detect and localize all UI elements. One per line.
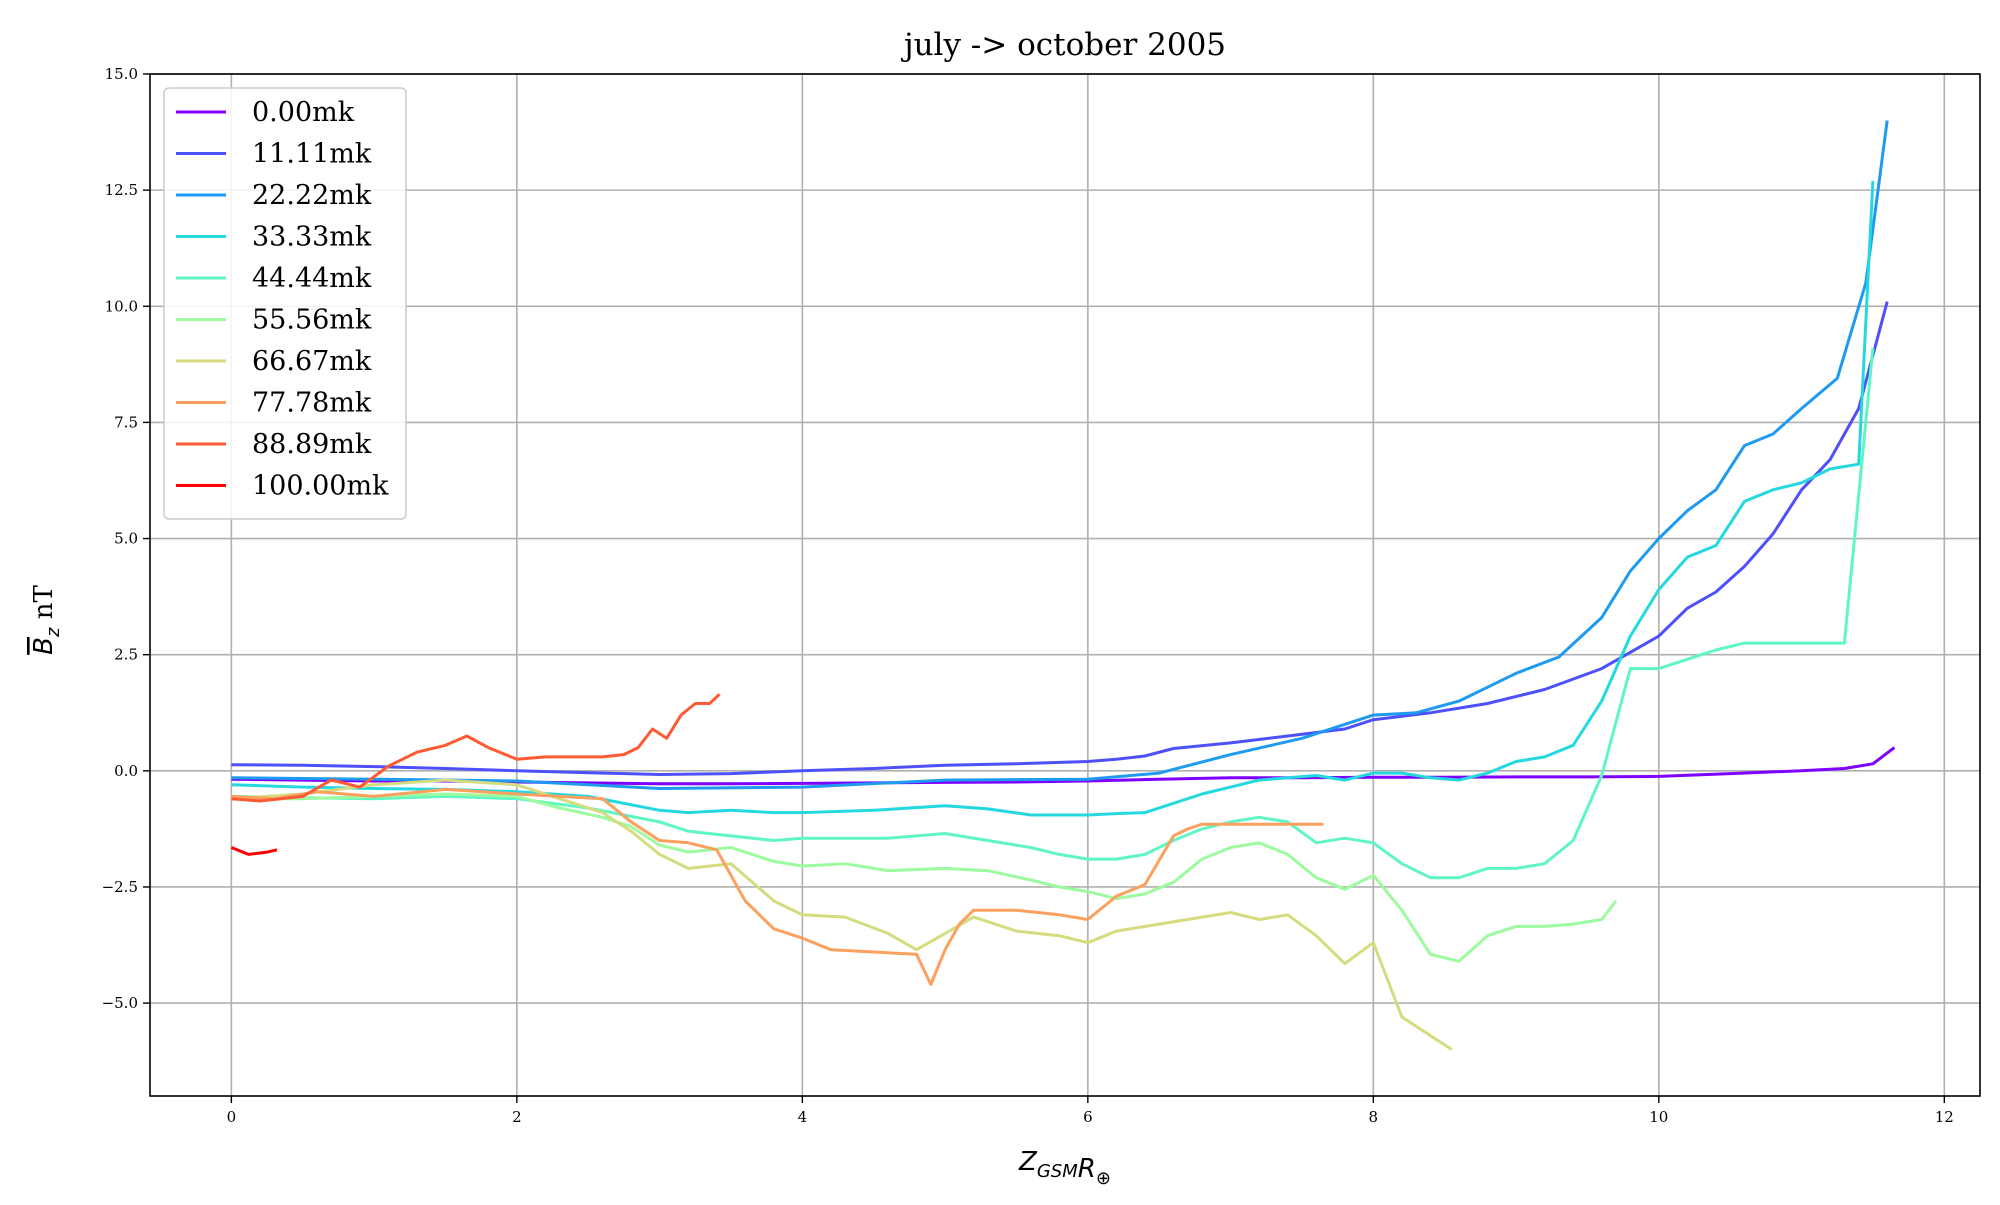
x-tick-label: 0	[227, 1108, 237, 1126]
series-line-66.67mk	[231, 778, 1453, 1051]
x-tick-label: 12	[1935, 1108, 1954, 1126]
grid	[150, 73, 1980, 1096]
legend-label: 33.33mk	[252, 222, 372, 253]
series-line-44.44mk	[231, 347, 1875, 880]
legend-label: 66.67mk	[252, 346, 372, 377]
x-tick-label: 2	[512, 1108, 522, 1126]
y-tick-label: 2.5	[114, 646, 138, 664]
legend: 0.00mk 11.11mk 22.22mk 33.33mk 44.44mk 55.56m…	[163, 87, 407, 520]
x-tick-label: 4	[798, 1108, 808, 1126]
series-line-88.89mk	[231, 693, 721, 803]
legend-label: 11.11mk	[252, 139, 372, 170]
y-tick-label: 12.5	[105, 181, 138, 199]
series-line-22.22mk	[231, 120, 1889, 790]
legend-label: 77.78mk	[252, 388, 372, 419]
y-tick-label: 5.0	[114, 530, 138, 548]
legend-label: 0.00mk	[252, 97, 355, 128]
series-line-77.78mk	[231, 787, 1324, 986]
legend-label: 88.89mk	[252, 429, 372, 460]
chart-title: july -> october 2005	[901, 27, 1226, 63]
y-axis-label: Bz nT	[29, 585, 64, 655]
legend-label: 44.44mk	[252, 263, 372, 294]
y-tick-label: 0.0	[114, 762, 138, 780]
y-tick-label: 10.0	[105, 297, 138, 315]
x-tick-label: 10	[1649, 1108, 1668, 1126]
y-tick-label: −5.0	[102, 994, 138, 1012]
x-axis-label: ZGSMR⊕	[1018, 1147, 1111, 1189]
y-tick-label: 15.0	[105, 65, 138, 83]
series-line-33.33mk	[231, 180, 1875, 817]
legend-label: 55.56mk	[252, 305, 372, 336]
plot-frame	[149, 73, 1981, 1097]
legend-label: 100.00mk	[252, 471, 389, 502]
series-line-11.11mk	[231, 301, 1889, 776]
y-tick-label: 7.5	[114, 413, 138, 431]
series-line-100.00mk	[230, 846, 278, 856]
x-tick-label: 8	[1369, 1108, 1379, 1126]
legend-label: 22.22mk	[252, 180, 372, 211]
axis-ticks: 0 2 4 6 8 10 12 −5.0 −2.5 0.0 2.5 5.0 7.5 10.0 12.5 15.…	[102, 65, 1954, 1126]
series-lines	[230, 120, 1896, 1051]
x-tick-label: 6	[1083, 1108, 1093, 1126]
y-tick-label: −2.5	[102, 878, 138, 896]
series-line-55.56mk	[231, 792, 1618, 963]
